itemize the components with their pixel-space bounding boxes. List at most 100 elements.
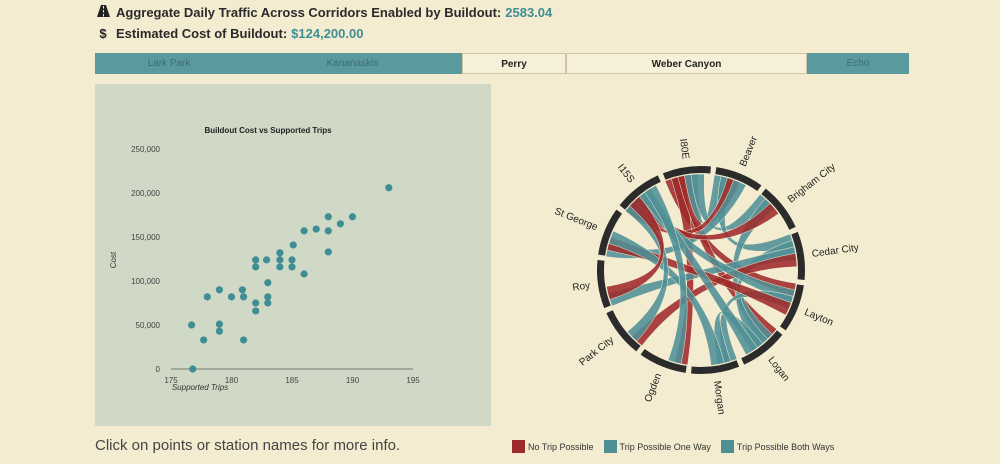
- legend-item-no-trip: No Trip Possible: [512, 440, 594, 453]
- scatter-point[interactable]: [300, 227, 308, 235]
- station-label[interactable]: Brigham City: [786, 162, 838, 206]
- scatter-point[interactable]: [240, 293, 248, 301]
- scatter-point[interactable]: [288, 263, 296, 271]
- station-label[interactable]: Layton: [803, 307, 835, 328]
- scatter-point[interactable]: [264, 279, 272, 287]
- scatter-point[interactable]: [189, 365, 197, 373]
- legend-swatch: [603, 440, 617, 453]
- legend-label: Trip Possible Both Ways: [736, 441, 835, 452]
- scatter-point[interactable]: [215, 286, 223, 294]
- scatter-point[interactable]: [276, 263, 284, 271]
- scatter-point[interactable]: [385, 184, 393, 192]
- tab-weber-canyon[interactable]: Weber Canyon: [566, 53, 807, 74]
- legend-swatch: [512, 440, 525, 453]
- legend-label: Trip Possible One Way: [619, 441, 711, 452]
- y-tick-label: 0: [156, 365, 161, 374]
- station-arc[interactable]: [691, 360, 740, 375]
- station-arc[interactable]: [715, 167, 762, 192]
- scatter-point[interactable]: [215, 327, 223, 335]
- scatter-point[interactable]: [252, 256, 260, 264]
- station-label[interactable]: Ogden: [643, 372, 664, 404]
- scatter-point[interactable]: [187, 321, 196, 329]
- scatter-point[interactable]: [336, 220, 344, 228]
- scatter-point[interactable]: [240, 336, 248, 344]
- station-label[interactable]: Logan: [766, 355, 792, 384]
- legend-item-one-way: Trip Possible One Way: [603, 440, 711, 453]
- help-text: Click on points or station names for mor…: [95, 437, 401, 454]
- station-arc[interactable]: [606, 310, 641, 352]
- x-tick-label: 195: [406, 376, 420, 385]
- station-label[interactable]: I80E: [677, 138, 691, 160]
- station-arc[interactable]: [741, 330, 783, 365]
- station-tabs: Lark Park Kananaskis Perry Weber Canyon …: [95, 53, 909, 74]
- station-arc[interactable]: [761, 188, 796, 230]
- scatter-point[interactable]: [262, 256, 271, 264]
- chart-title: Buildout Cost vs Supported Trips: [204, 126, 332, 135]
- chord-arcs: [597, 166, 805, 375]
- scatter-point[interactable]: [227, 293, 236, 301]
- y-tick-label: 250,000: [131, 145, 160, 154]
- scatter-point[interactable]: [348, 213, 357, 221]
- x-tick-label: 180: [225, 376, 239, 385]
- station-label[interactable]: Park City: [577, 335, 616, 369]
- scatter-point[interactable]: [252, 299, 260, 307]
- scatter-point[interactable]: [215, 320, 223, 328]
- station-arc[interactable]: [640, 348, 687, 373]
- scatter-chart: Buildout Cost vs Supported Trips Support…: [109, 126, 420, 392]
- cost-label: Estimated Cost of Buildout:: [116, 26, 288, 41]
- scatter-point[interactable]: [289, 241, 297, 249]
- scatter-point[interactable]: [276, 256, 284, 264]
- traffic-value: 2583.04: [505, 5, 553, 20]
- scatter-point[interactable]: [300, 270, 308, 278]
- y-tick-label: 100,000: [131, 277, 160, 286]
- x-axis-label: Supported Trips: [172, 383, 228, 392]
- station-arc[interactable]: [791, 231, 805, 280]
- y-axis-ticks: 0 50,000 100,000 150,000 200,000 250,000: [131, 145, 160, 374]
- scatter-point[interactable]: [288, 256, 296, 264]
- scatter-point[interactable]: [252, 263, 260, 271]
- chord-panel: Beaver Brigham City Cedar City Layton Logan M…: [492, 84, 910, 426]
- station-label[interactable]: Beaver: [738, 134, 760, 168]
- traffic-label: Aggregate Daily Traffic Across Corridors…: [116, 5, 502, 20]
- tab-perry[interactable]: Perry: [462, 53, 566, 74]
- traffic-stat: Aggregate Daily Traffic Across Corridors…: [96, 5, 552, 20]
- scatter-point[interactable]: [238, 286, 246, 294]
- scatter-point[interactable]: [324, 248, 332, 256]
- station-arc[interactable]: [597, 260, 611, 309]
- tab-lark-park[interactable]: Lark Park: [95, 53, 243, 74]
- x-tick-label: 175: [164, 376, 178, 385]
- road-icon: [96, 5, 110, 20]
- cost-value: $124,200.00: [291, 26, 364, 41]
- chord-ribbon[interactable]: [606, 196, 665, 300]
- legend-item-both-ways: Trip Possible Both Ways: [720, 440, 835, 453]
- station-arc[interactable]: [662, 166, 711, 180]
- scatter-point[interactable]: [264, 299, 272, 307]
- station-label[interactable]: Roy: [572, 280, 591, 293]
- scatter-point[interactable]: [203, 293, 211, 301]
- station-arc[interactable]: [598, 209, 623, 256]
- y-tick-label: 50,000: [136, 321, 161, 330]
- station-arc[interactable]: [619, 175, 661, 210]
- y-tick-label: 150,000: [131, 233, 160, 242]
- scatter-point[interactable]: [264, 293, 272, 301]
- cost-stat: $ Estimated Cost of Buildout: $124,200.0…: [96, 26, 363, 41]
- scatter-point[interactable]: [324, 213, 332, 221]
- scatter-point[interactable]: [276, 249, 284, 257]
- station-arc[interactable]: [779, 284, 804, 331]
- scatter-point[interactable]: [312, 225, 320, 233]
- station-label[interactable]: I15S: [615, 162, 637, 185]
- legend: No Trip Possible Trip Possible One Way T…: [512, 440, 844, 453]
- scatter-panel: Buildout Cost vs Supported Trips Support…: [95, 84, 491, 426]
- station-label[interactable]: Morgan: [711, 380, 727, 415]
- chord-ribbon[interactable]: [608, 230, 725, 366]
- station-label[interactable]: St George: [553, 206, 600, 233]
- tab-echo[interactable]: Echo: [807, 53, 909, 74]
- scatter-point[interactable]: [200, 336, 208, 344]
- scatter-point[interactable]: [252, 307, 260, 315]
- dollar-icon: $: [99, 26, 107, 41]
- scatter-point[interactable]: [324, 227, 332, 235]
- chord-ribbon[interactable]: [644, 184, 688, 365]
- chord-ribbons: [605, 173, 798, 366]
- station-label[interactable]: Cedar City: [811, 243, 859, 260]
- tab-kananaskis[interactable]: Kananaskis: [243, 53, 462, 74]
